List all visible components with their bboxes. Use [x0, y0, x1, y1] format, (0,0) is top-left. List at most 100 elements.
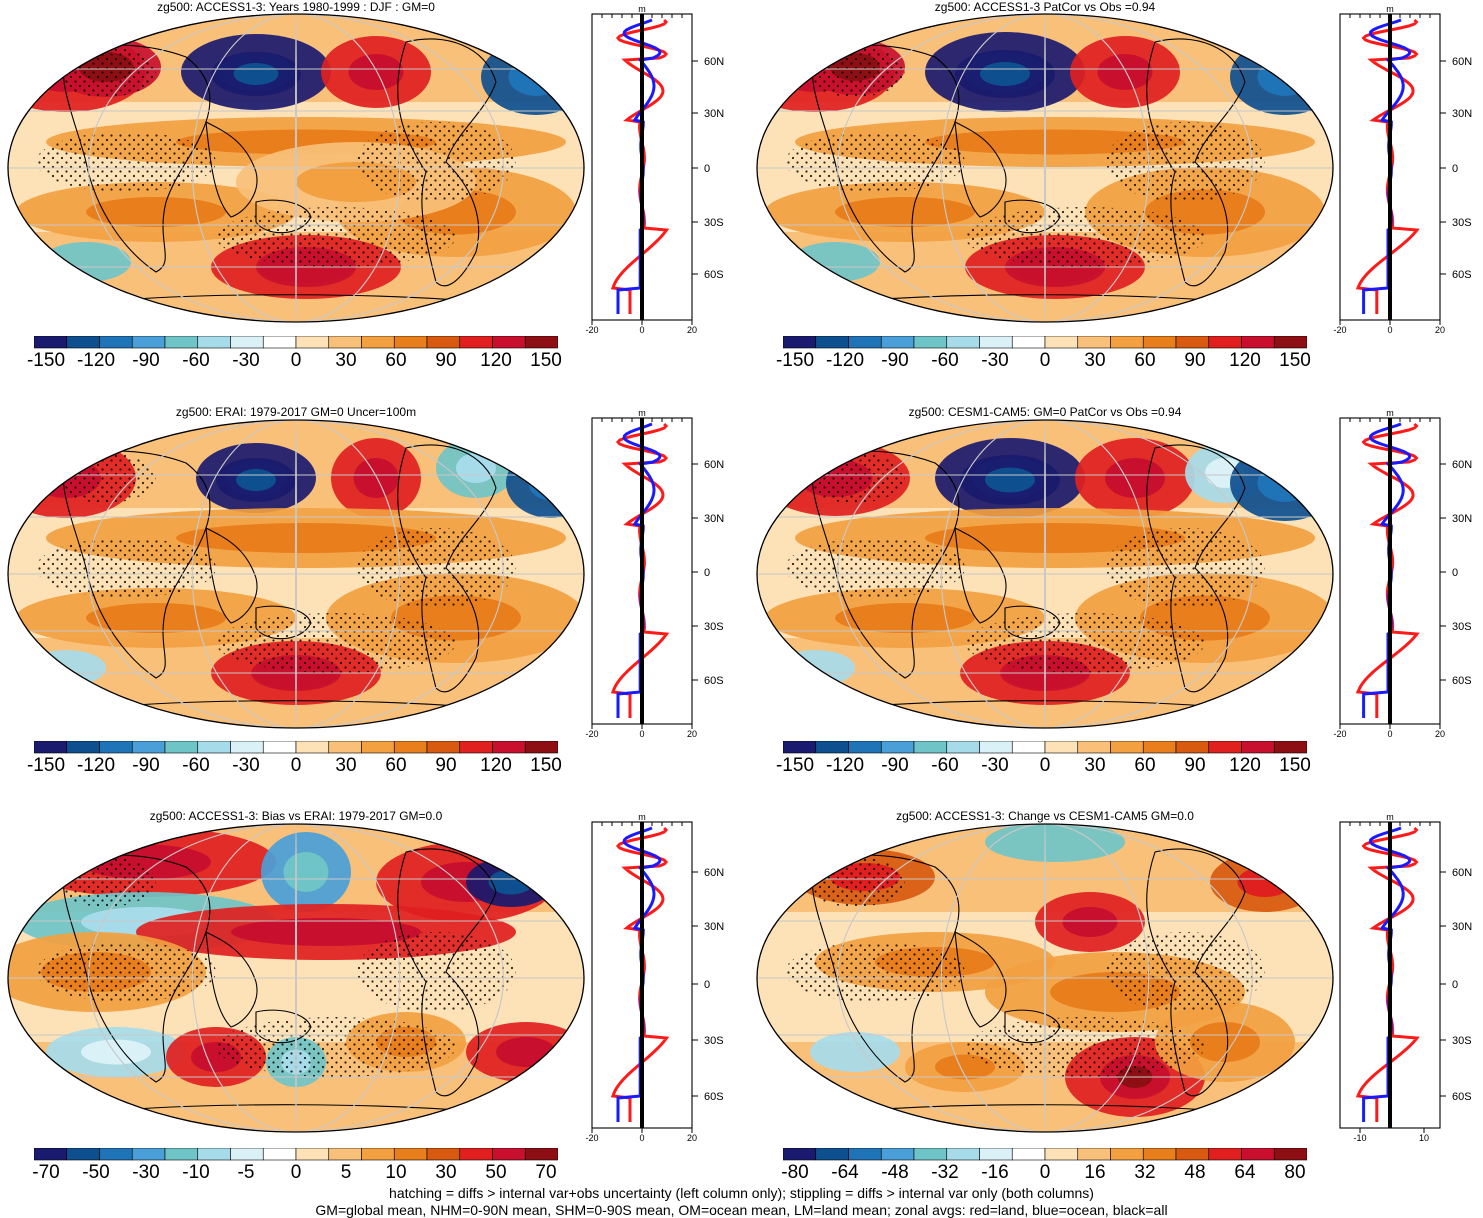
colorbar-swatch — [492, 740, 526, 754]
colorbar-swatch — [1142, 1147, 1177, 1161]
colorbar-label: 30 — [435, 1162, 457, 1183]
colorbar-swatch — [1011, 740, 1046, 754]
colorbar-swatch — [328, 1147, 362, 1161]
colorbar-swatch — [815, 1147, 849, 1161]
x-tick-label: -20 — [585, 1133, 598, 1142]
graticule-meridian — [940, 824, 1150, 1132]
lat-label: 30N — [704, 108, 724, 120]
lat-label: 30S — [704, 217, 724, 229]
coastline — [255, 605, 312, 640]
colorbar-label: -60 — [182, 350, 210, 371]
stippling — [1105, 528, 1265, 608]
colorbar-label: 120 — [480, 350, 512, 371]
anomaly-core — [1257, 464, 1313, 502]
coastline — [62, 450, 211, 679]
graticule-meridian — [940, 14, 1150, 322]
colorbar-label: -60 — [931, 755, 959, 776]
lat-label: 30S — [1452, 621, 1472, 633]
x-tick-label: -20 — [585, 325, 598, 334]
zonal-profile: m 60N 30N 0 30S 60S -20 0 20 — [560, 408, 740, 743]
stippling — [36, 538, 216, 598]
map-panel — [755, 822, 1335, 1134]
colorbar-label: -32 — [931, 1162, 959, 1183]
colorbar-label: -120 — [825, 350, 865, 371]
map-outline — [756, 823, 1334, 1133]
map-outline — [7, 13, 585, 323]
colorbar-swatch — [426, 1147, 461, 1161]
colorbar-swatch — [66, 740, 100, 754]
colorbar-label: -30 — [132, 1162, 160, 1183]
colorbar-swatch — [262, 1147, 297, 1161]
colorbar-label: -64 — [831, 1162, 859, 1183]
anomaly-core — [86, 197, 226, 227]
anomaly-core — [81, 1039, 151, 1065]
stippling — [965, 207, 1205, 267]
colorbar: -150 -120 -90 -60 -30 0 30 60 90 120 150 — [776, 740, 1311, 776]
colorbar-swatch — [913, 335, 948, 349]
stippling — [356, 932, 516, 1012]
colorbar-label: 120 — [1229, 350, 1261, 371]
lat-label: 0 — [1452, 979, 1458, 991]
colorbar-swatch — [1044, 335, 1079, 349]
graticule-meridian — [88, 420, 504, 728]
coastline — [811, 450, 960, 679]
colorbar-label: -30 — [232, 350, 260, 371]
coastline — [1146, 848, 1246, 1097]
colorbar-label: 60 — [1134, 755, 1156, 776]
colorbar-label: 48 — [1184, 1162, 1206, 1183]
coastline — [1004, 1009, 1061, 1044]
lat-label: 60N — [704, 459, 724, 471]
lat-label: 0 — [704, 567, 710, 579]
anomaly-core — [283, 852, 329, 892]
lat-label: 60S — [1452, 1091, 1472, 1103]
lat-label: 0 — [1452, 163, 1458, 175]
colorbar-swatch — [99, 740, 133, 754]
coastline — [255, 1009, 312, 1044]
colorbar-swatch — [492, 1147, 526, 1161]
colorbar-swatch — [426, 335, 461, 349]
colorbar-label: 150 — [1279, 350, 1311, 371]
stippling — [785, 132, 965, 192]
colorbar-swatch — [524, 335, 559, 349]
colorbar-swatch — [815, 740, 849, 754]
x-tick-label: 0 — [639, 325, 644, 334]
colorbar-swatch — [1175, 1147, 1210, 1161]
stippling — [216, 207, 456, 267]
coastline — [397, 444, 497, 693]
colorbar-swatch — [131, 740, 166, 754]
colorbar-label: 0 — [290, 755, 302, 776]
lat-label: 0 — [1452, 567, 1458, 579]
anomaly-core — [1257, 58, 1313, 96]
lat-label: 30N — [1452, 921, 1472, 933]
colorbar-label: 90 — [1184, 755, 1206, 776]
stippling — [356, 122, 516, 202]
colorbar-label: -90 — [881, 350, 909, 371]
colorbar-swatch — [1077, 1147, 1111, 1161]
map-panel — [6, 822, 586, 1134]
graticule-meridian — [191, 824, 401, 1132]
x-tick-label: 20 — [687, 1133, 697, 1142]
colorbar-swatch — [1142, 335, 1177, 349]
colorbar-label: -120 — [76, 755, 116, 776]
colorbar-label: 64 — [1234, 1162, 1256, 1183]
map-outline — [756, 419, 1334, 729]
coastline — [954, 931, 1007, 1028]
colorbar-swatch — [946, 335, 980, 349]
colorbar-label: -150 — [775, 350, 815, 371]
profile-units: m — [1386, 408, 1394, 418]
map-panel — [6, 12, 586, 324]
coastline — [1146, 38, 1246, 287]
colorbar-swatch — [782, 1147, 817, 1161]
colorbar-label: 120 — [480, 755, 512, 776]
colorbar-swatch — [979, 335, 1013, 349]
zonal-profile: m 60N 30N 0 30S 60S -20 0 20 — [1308, 408, 1483, 743]
colorbar-swatch — [1273, 335, 1308, 349]
zonal-profile: m 60N 30N 0 30S 60S -20 0 20 — [1308, 4, 1483, 339]
lat-label: 30S — [704, 1035, 724, 1047]
colorbar-swatch — [361, 335, 395, 349]
colorbar-swatch — [131, 1147, 166, 1161]
colorbar-swatch — [426, 740, 461, 754]
colorbar-label: 0 — [1039, 1162, 1051, 1183]
colorbar-swatch — [33, 335, 68, 349]
colorbar-label: 90 — [435, 350, 457, 371]
